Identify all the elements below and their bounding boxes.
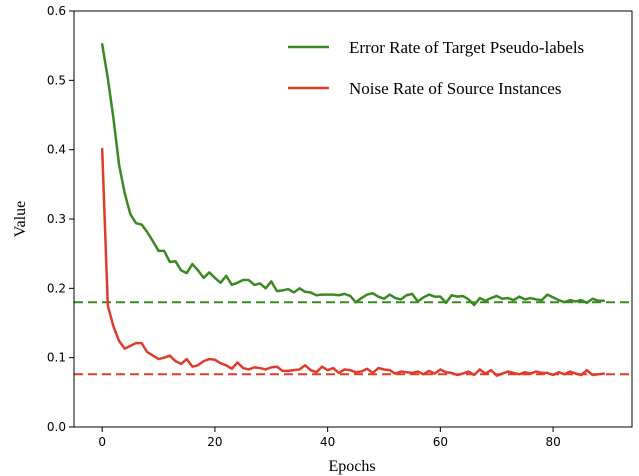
axes-frame (73, 10, 633, 428)
y-tick-label: 0.4 (47, 143, 66, 157)
y-axis: 0.0 0.1 0.2 0.3 0.4 0.5 0.6 (47, 4, 74, 434)
y-axis-label: Value (12, 201, 29, 237)
series-line-noise-rate (100, 147, 606, 377)
y-tick-label: 0.6 (47, 4, 66, 18)
legend: Error Rate of Target Pseudo-labels Noise… (288, 38, 584, 98)
plot-area (74, 43, 632, 377)
x-tick-label: 20 (207, 435, 222, 449)
x-axis: 0 20 40 60 80 (98, 427, 561, 449)
series-line-error-rate (100, 43, 606, 307)
x-axis-label: Epochs (328, 458, 375, 475)
x-tick-label: 80 (545, 435, 560, 449)
y-tick-label: 0.3 (47, 212, 66, 226)
legend-label-error-rate: Error Rate of Target Pseudo-labels (349, 38, 584, 57)
x-tick-label: 60 (433, 435, 448, 449)
y-tick-label: 0.1 (47, 351, 66, 365)
x-tick-label: 0 (98, 435, 106, 449)
x-tick-label: 40 (320, 435, 335, 449)
y-tick-label: 0.0 (47, 420, 66, 434)
legend-label-noise-rate: Noise Rate of Source Instances (349, 79, 561, 98)
y-tick-label: 0.5 (47, 73, 66, 87)
y-tick-label: 0.2 (47, 281, 66, 295)
